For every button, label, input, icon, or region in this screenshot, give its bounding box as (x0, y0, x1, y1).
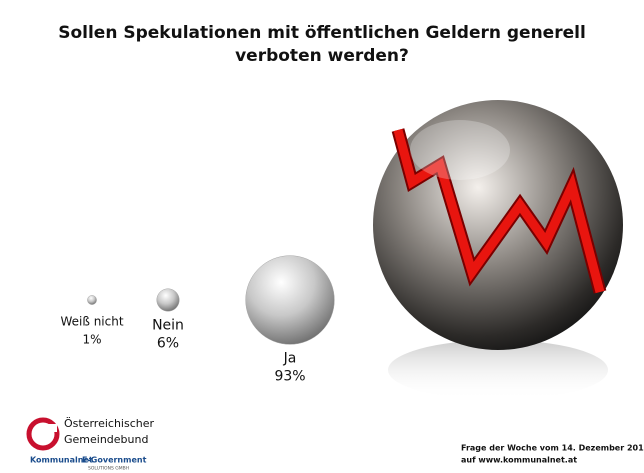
category-label: Ja (283, 350, 297, 366)
value-label: 93% (274, 368, 305, 384)
logo-text: Gemeindebund (64, 433, 148, 446)
bubble (156, 288, 180, 312)
logo: Österreichischer Gemeindebund Kommunalne… (26, 417, 154, 472)
globe-decoration (373, 100, 623, 400)
category-label: Weiß nicht (60, 315, 123, 329)
chart-title: Sollen Spekulationen mit öffentlichen Ge… (58, 23, 586, 43)
footer-text: auf www.kommunalnet.at (461, 456, 577, 465)
logo-sub: Kommunalnet (30, 456, 93, 465)
logo-sub: SOLUTIONS GMBH (88, 466, 129, 472)
logo-text: Österreichischer (64, 417, 154, 430)
category-label: Nein (152, 317, 184, 333)
value-label: 6% (157, 335, 179, 351)
bubble (87, 295, 97, 305)
logo-sub: E-Government (82, 456, 147, 465)
footer-text: Frage der Woche vom 14. Dezember 2012 (461, 444, 644, 453)
chart-title: verboten werden? (235, 46, 409, 66)
bubble (245, 255, 335, 345)
value-label: 1% (82, 333, 101, 347)
